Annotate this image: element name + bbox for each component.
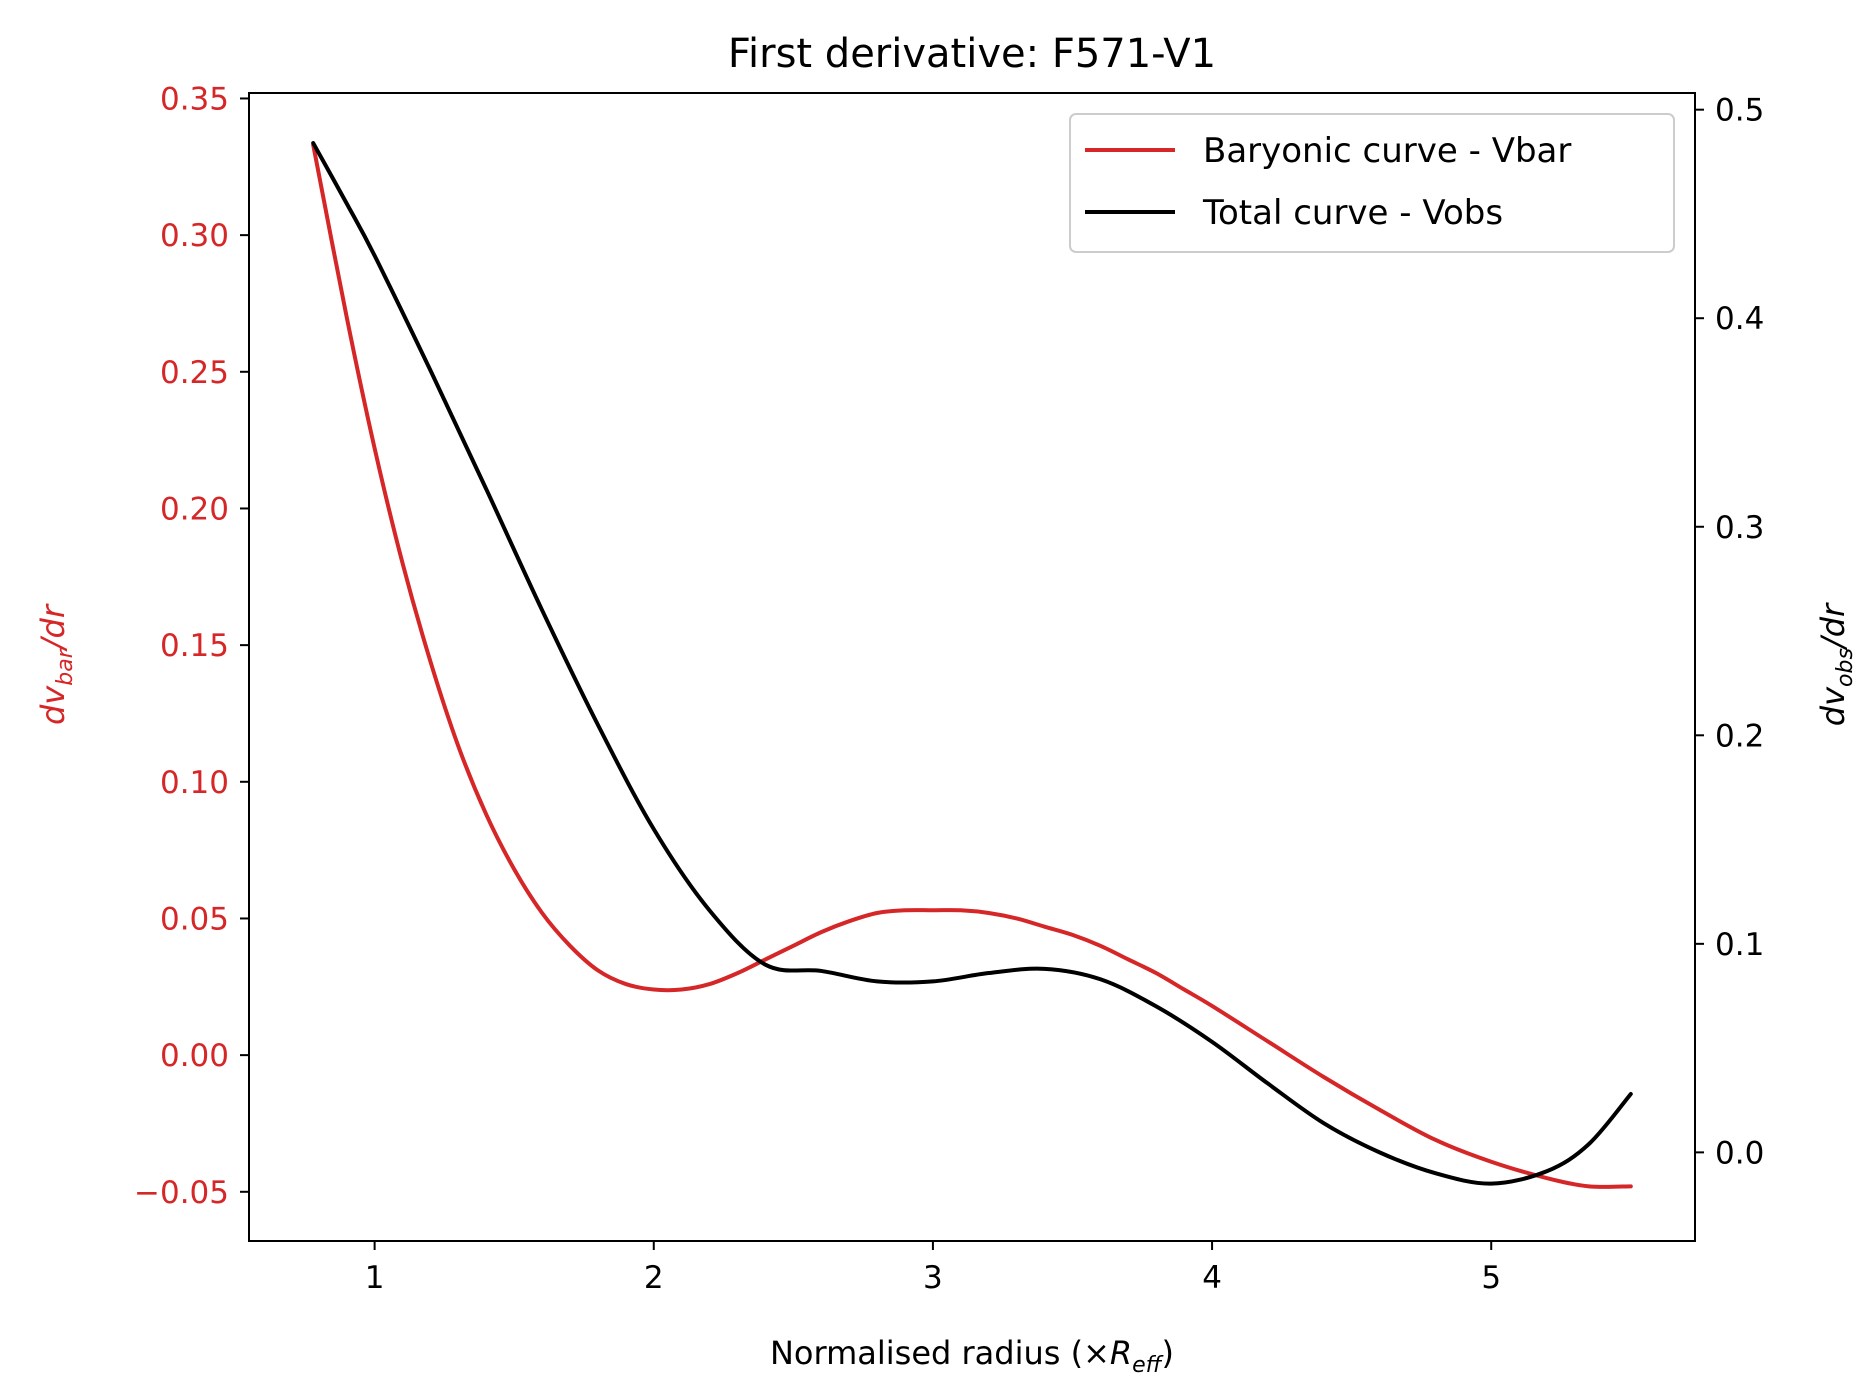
left-y-tick-label: 0.20 <box>160 491 229 527</box>
right-y-tick-label: 0.4 <box>1715 301 1764 337</box>
right-y-label-sub: obs <box>1833 648 1858 687</box>
right-y-tick-label: 0.3 <box>1715 510 1764 546</box>
series-layer <box>311 141 1633 1189</box>
right-y-tick-label: 0.5 <box>1715 93 1764 129</box>
left-y-tick-label: 0.00 <box>160 1038 229 1074</box>
left-y-axis-ticks: −0.05 0.00 0.05 0.10 0.15 0.20 0.25 0.30 0.35 <box>134 81 249 1211</box>
x-tick-label: 2 <box>644 1260 664 1296</box>
x-axis-ticks: 1 2 3 4 5 <box>365 1241 1501 1296</box>
x-axis-label-sub: eff <box>1132 1353 1164 1378</box>
x-axis-label-var: R <box>1110 1334 1132 1372</box>
legend: Baryonic curve - Vbar Total curve - Vobs <box>1069 113 1675 253</box>
left-y-tick-label: 0.10 <box>160 765 229 801</box>
legend-label-total: Total curve - Vobs <box>1202 193 1503 233</box>
left-y-label-sub: bar <box>53 647 78 685</box>
left-y-label-suffix: /dr <box>34 603 72 652</box>
left-y-tick-label: −0.05 <box>134 1175 229 1211</box>
x-tick-label: 1 <box>365 1260 385 1296</box>
legend-box <box>1069 113 1675 253</box>
left-y-tick-label: 0.35 <box>160 81 229 117</box>
series-line-baryonic <box>311 142 1633 1189</box>
right-y-label-prefix: dv <box>1814 686 1852 726</box>
left-y-axis-label: dvbar/dr <box>34 603 78 725</box>
right-y-tick-label: 0.0 <box>1715 1135 1764 1171</box>
x-tick-label: 4 <box>1202 1260 1222 1296</box>
left-y-tick-label: 0.25 <box>160 355 229 391</box>
x-tick-label: 3 <box>923 1260 943 1296</box>
series-line-total <box>311 141 1633 1186</box>
x-tick-label: 5 <box>1481 1260 1501 1296</box>
right-y-tick-label: 0.2 <box>1715 718 1764 754</box>
left-y-tick-label: 0.30 <box>160 218 229 254</box>
right-y-axis-label: dvobs/dr <box>1814 602 1858 726</box>
x-axis-label-suffix: ) <box>1162 1334 1174 1372</box>
right-y-axis-ticks: 0.0 0.1 0.2 0.3 0.4 0.5 <box>1695 93 1764 1171</box>
right-y-label-suffix: /dr <box>1814 602 1852 651</box>
left-y-label-prefix: dv <box>34 685 72 725</box>
x-axis-label-prefix: Normalised radius (× <box>770 1334 1110 1372</box>
x-axis-label: Normalised radius (×Reff) <box>770 1334 1174 1378</box>
chart-title: First derivative: F571-V1 <box>728 31 1216 77</box>
left-y-tick-label: 0.15 <box>160 628 229 664</box>
left-y-tick-label: 0.05 <box>160 901 229 937</box>
plot-frame <box>248 92 1696 1242</box>
right-y-tick-label: 0.1 <box>1715 927 1764 963</box>
legend-label-baryonic: Baryonic curve - Vbar <box>1203 131 1571 171</box>
